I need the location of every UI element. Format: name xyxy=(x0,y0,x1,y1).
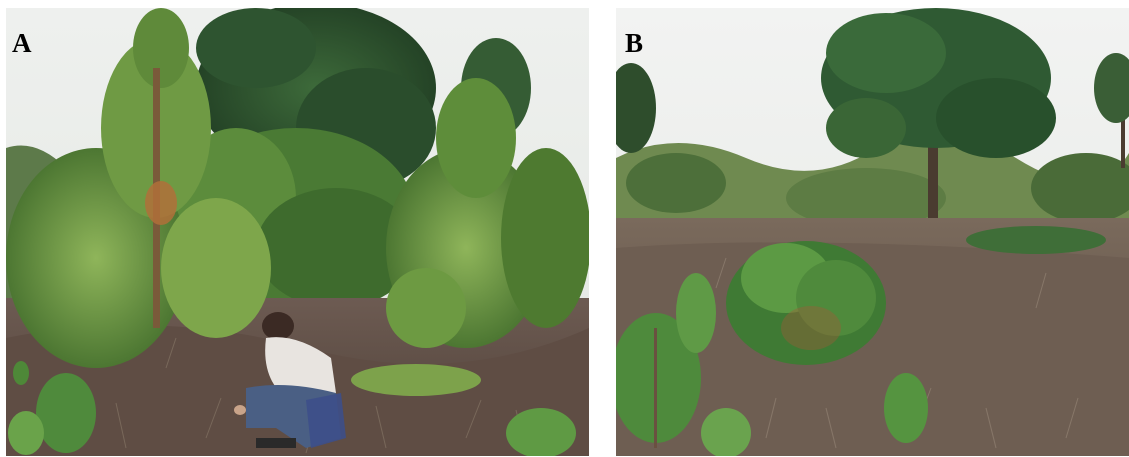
photo-b-image xyxy=(616,8,1129,456)
dark-pine-background xyxy=(196,8,531,188)
panel-label-a: A xyxy=(12,28,32,58)
panel-label-b: B xyxy=(625,28,644,58)
right-pine-sapling xyxy=(386,78,589,348)
large-pine-tree xyxy=(821,8,1056,228)
photo-panel-a xyxy=(6,8,589,456)
left-pine-sapling xyxy=(6,8,271,368)
crouching-person xyxy=(234,312,346,448)
photo-panel-b xyxy=(616,8,1129,456)
photo-a-image xyxy=(6,8,589,456)
foreground-seedlings xyxy=(8,361,576,456)
central-shrub xyxy=(726,241,886,365)
foreground-saplings xyxy=(616,273,928,456)
